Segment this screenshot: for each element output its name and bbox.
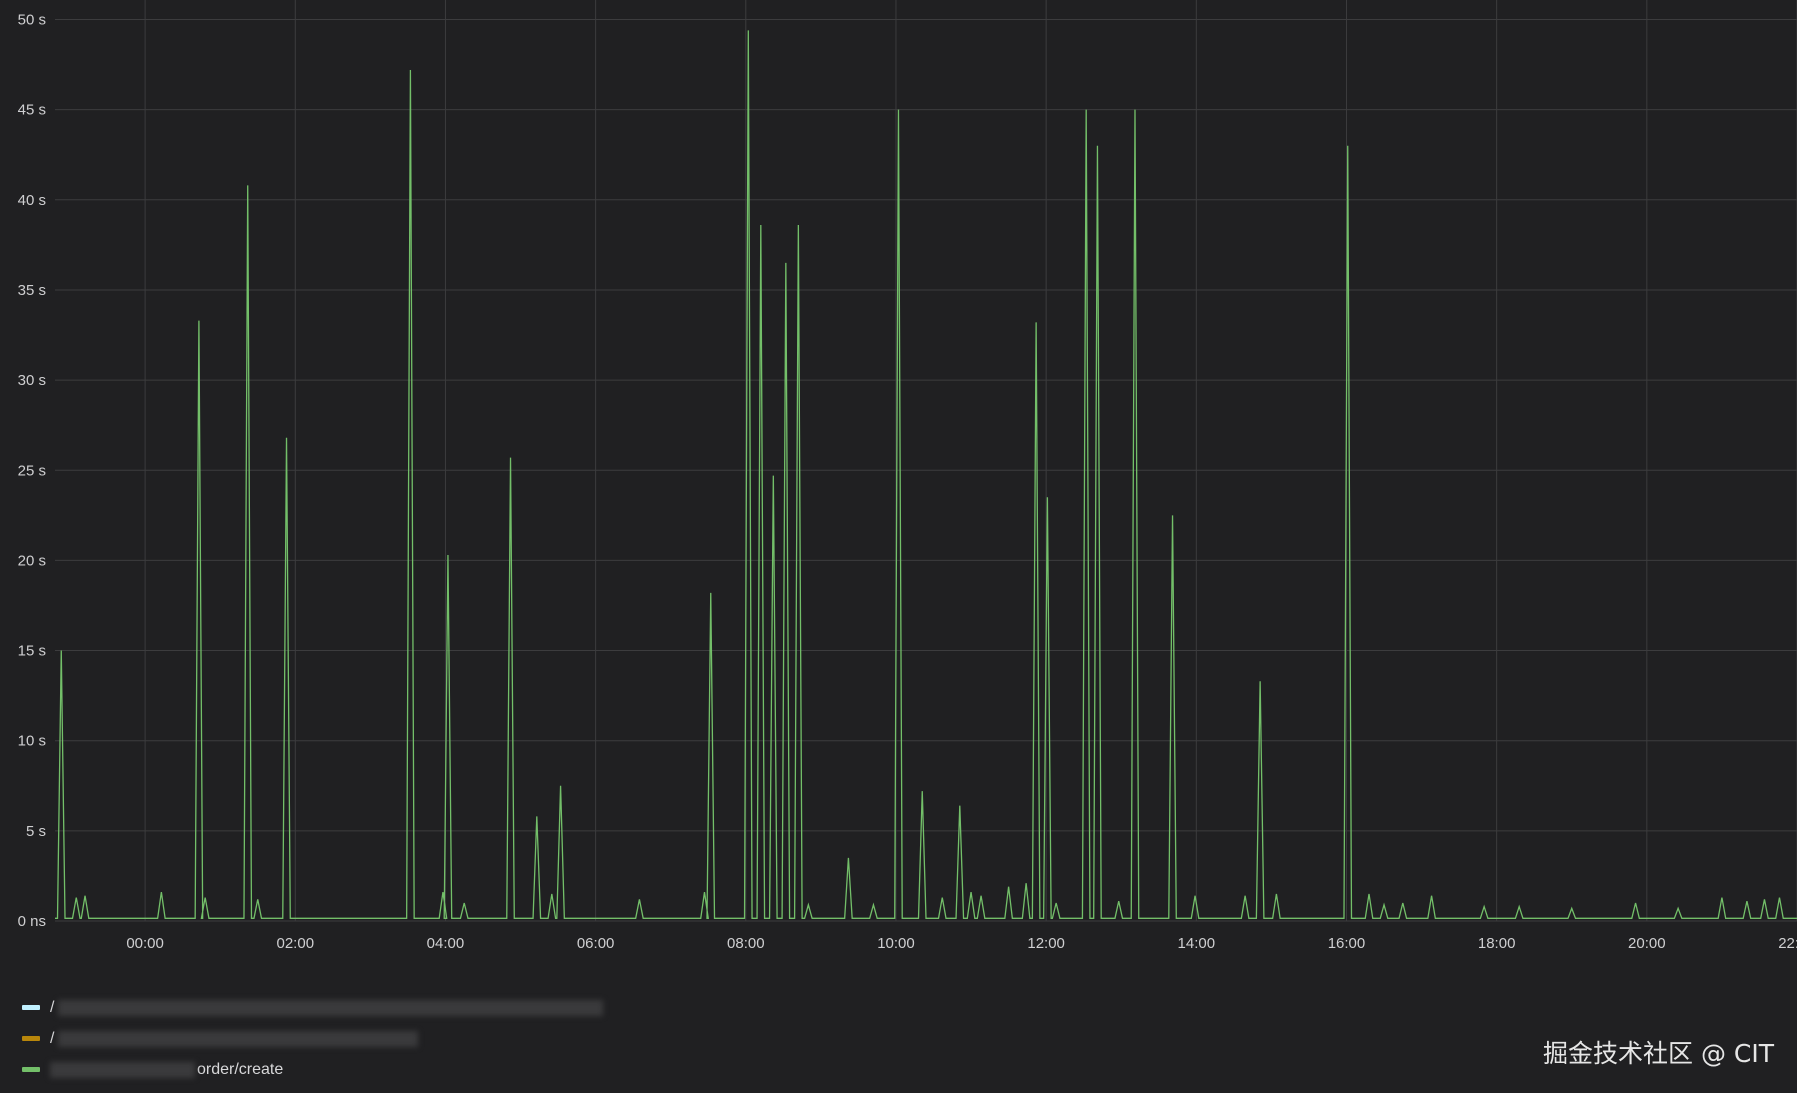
x-tick-label: 00:00 xyxy=(126,935,164,952)
legend-item-1[interactable]: / xyxy=(22,992,604,1023)
x-tick-label: 20:00 xyxy=(1628,935,1666,952)
y-tick-label: 40 s xyxy=(18,192,46,209)
legend-swatch-3 xyxy=(22,1067,40,1072)
x-tick-label: 16:00 xyxy=(1328,935,1366,952)
x-tick-label: 04:00 xyxy=(427,935,465,952)
legend: / / order/create xyxy=(22,992,604,1085)
legend-label-1: / xyxy=(50,998,55,1016)
latency-chart: 0 ns 5 s 10 s 15 s 20 s 25 s 30 s 35 s 40 s 45 s 5… xyxy=(18,0,1797,952)
watermark: 掘金技术社区 @ CIT xyxy=(1543,1039,1774,1068)
redacted-text xyxy=(50,1061,195,1078)
y-tick-label: 20 s xyxy=(18,552,46,569)
x-tick-label: 18:00 xyxy=(1478,935,1516,952)
x-tick-label: 08:00 xyxy=(727,935,765,952)
y-tick-label: 50 s xyxy=(18,12,46,29)
y-tick-label: 15 s xyxy=(18,643,46,660)
legend-label-2: / xyxy=(50,1029,55,1047)
redacted-text xyxy=(58,1030,419,1047)
y-tick-label: 10 s xyxy=(18,733,46,750)
legend-label-3: order/create xyxy=(197,1060,284,1078)
legend-item-3[interactable]: order/create xyxy=(22,1054,603,1085)
y-tick-label: 45 s xyxy=(18,102,46,119)
y-axis: 0 ns 5 s 10 s 15 s 20 s 25 s 30 s 35 s 40 s 45 s 5… xyxy=(18,12,46,931)
series-points xyxy=(61,30,1780,909)
y-tick-label: 25 s xyxy=(18,462,46,479)
y-tick-label: 35 s xyxy=(18,282,46,299)
series-line-order-create[interactable] xyxy=(55,30,1797,919)
x-tick-label: 22:00 xyxy=(1778,935,1797,952)
y-tick-label: 0 ns xyxy=(18,913,46,930)
legend-swatch-2 xyxy=(22,1036,40,1041)
x-tick-label: 02:00 xyxy=(277,935,315,952)
y-tick-label: 5 s xyxy=(26,823,46,840)
x-tick-label: 06:00 xyxy=(577,935,615,952)
legend-swatch-1 xyxy=(22,1005,40,1010)
x-tick-label: 14:00 xyxy=(1178,935,1216,952)
redacted-text xyxy=(58,999,604,1016)
x-tick-label: 12:00 xyxy=(1027,935,1065,952)
legend-item-2[interactable]: / xyxy=(22,1023,603,1054)
y-tick-label: 30 s xyxy=(18,372,46,389)
x-tick-label: 10:00 xyxy=(877,935,915,952)
x-axis: 00:00 02:00 04:00 06:00 08:00 10:00 12:00 14:00… xyxy=(126,935,1797,952)
grid xyxy=(55,0,1797,922)
